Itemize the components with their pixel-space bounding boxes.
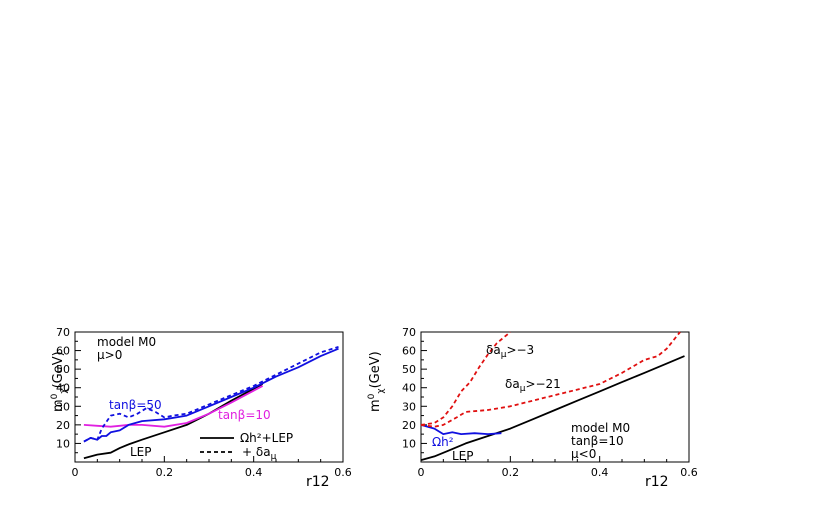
annotation-lep: LEP xyxy=(130,445,152,459)
series-line-da3 xyxy=(420,331,511,426)
y-tick-label: 60 xyxy=(402,345,416,358)
annotation-omega: Ωh² xyxy=(432,435,454,449)
series-line-tanb50_solid xyxy=(83,347,339,443)
annotation-sign-mu-right: μ<0 xyxy=(571,447,596,461)
annotation-lep-right: LEP xyxy=(452,449,474,463)
annotation-da3-rest: >−3 xyxy=(506,343,534,357)
y-axis-label-sub: χ xyxy=(59,388,69,393)
y-tick-label: 20 xyxy=(402,419,416,432)
x-tick-label: 0.6 xyxy=(334,466,352,479)
annotation-da3-sub: μ xyxy=(501,350,507,360)
annotation-model-right: model M0 xyxy=(571,421,630,435)
x-tick-labels-right: 0 0.2 0.4 0.6 xyxy=(418,466,698,479)
y-tick-label: 50 xyxy=(402,363,416,376)
x-tick-label: 0.4 xyxy=(591,466,609,479)
y-axis-label-unit-right: (GeV) xyxy=(368,351,383,388)
y-axis-label-m: m xyxy=(51,399,66,412)
annotation-tanb-right: tanβ=10 xyxy=(571,434,624,448)
x-tick-labels-left: 0 0.2 0.4 0.6 xyxy=(72,466,352,479)
y-axis-label-sub-right: χ xyxy=(376,388,386,393)
legend-dashed-label: + δaμ xyxy=(242,445,277,462)
x-tick-label: 0.6 xyxy=(680,466,698,479)
legend-solid-label: Ωh²+LEP xyxy=(240,431,293,445)
x-tick-label: 0 xyxy=(418,466,425,479)
annotation-da21-sub: μ xyxy=(520,384,526,394)
y-tick-label: 20 xyxy=(56,419,70,432)
series-line-tanb10_solid xyxy=(83,385,264,428)
y-tick-label: 30 xyxy=(56,400,70,413)
legend-dashed-sub: μ xyxy=(271,452,277,462)
annotation-da21-text: δa xyxy=(505,377,520,391)
y-axis-label-m-right: m xyxy=(368,399,383,412)
annotation-tanb50: tanβ=50 xyxy=(109,398,162,412)
y-tick-label: 10 xyxy=(56,437,70,450)
series-line-omega xyxy=(420,424,502,436)
axis-ticks-right xyxy=(420,331,690,463)
y-axis-label-right: m0χ(GeV) xyxy=(367,351,386,412)
y-tick-label: 40 xyxy=(56,382,70,395)
y-tick-label: 40 xyxy=(402,382,416,395)
x-tick-label: 0 xyxy=(72,466,79,479)
series-line-black xyxy=(420,355,685,461)
y-tick-label: 10 xyxy=(402,437,416,450)
y-axis-label-unit: (GeV) xyxy=(51,351,66,388)
annotation-sign-mu: μ>0 xyxy=(97,348,122,362)
y-tick-label: 70 xyxy=(56,326,70,339)
legend-dashed-text: + δa xyxy=(242,445,271,459)
y-tick-label: 60 xyxy=(56,345,70,358)
series-group-left xyxy=(83,346,339,460)
annotation-model: model M0 xyxy=(97,335,156,349)
annotation-da21-rest: >−21 xyxy=(525,377,560,391)
series-line-tanb50_dashed xyxy=(83,346,339,443)
y-axis-label-left: m0χ(GeV) xyxy=(50,351,69,412)
y-axis-label-sup-right: 0 xyxy=(367,393,377,399)
annotation-da3: δaμ>−3 xyxy=(486,343,534,360)
annotation-da3-text: δa xyxy=(486,343,501,357)
y-tick-label: 30 xyxy=(402,400,416,413)
plot-frame-right xyxy=(420,331,690,463)
series-line-da21 xyxy=(420,331,681,428)
x-axis-label-right: r12 xyxy=(645,474,669,490)
y-tick-labels-left: 10 20 30 40 50 60 70 xyxy=(56,326,70,450)
series-group-right xyxy=(420,331,685,461)
axis-ticks-left xyxy=(74,331,344,463)
x-tick-label: 0.4 xyxy=(245,466,263,479)
annotation-tanb10: tanβ=10 xyxy=(218,408,271,422)
y-tick-label: 50 xyxy=(56,363,70,376)
y-tick-labels-right: 10 20 30 40 50 60 70 xyxy=(402,326,416,450)
annotation-da21: δaμ>−21 xyxy=(505,377,561,394)
x-tick-label: 0.2 xyxy=(156,466,174,479)
y-tick-label: 70 xyxy=(402,326,416,339)
x-axis-label-left: r12 xyxy=(306,474,330,490)
x-tick-label: 0.2 xyxy=(502,466,520,479)
y-axis-label-sup: 0 xyxy=(50,393,60,399)
